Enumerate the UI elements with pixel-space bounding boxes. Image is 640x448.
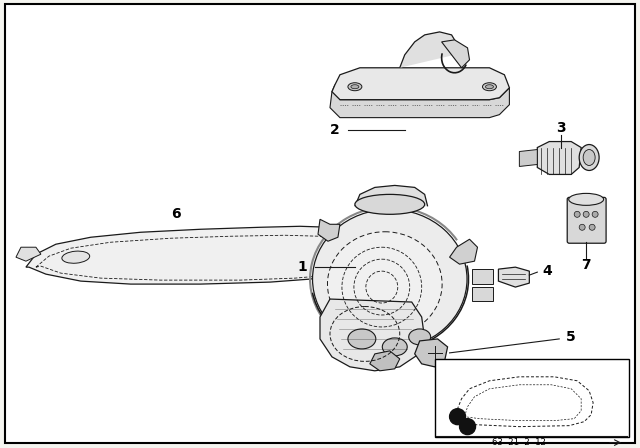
Polygon shape xyxy=(332,68,509,100)
Polygon shape xyxy=(318,220,340,241)
Ellipse shape xyxy=(348,83,362,90)
Polygon shape xyxy=(538,142,581,174)
Ellipse shape xyxy=(382,338,407,356)
Ellipse shape xyxy=(328,232,442,336)
Ellipse shape xyxy=(583,150,595,165)
Polygon shape xyxy=(370,351,400,371)
Polygon shape xyxy=(355,185,428,207)
Ellipse shape xyxy=(409,329,431,345)
Ellipse shape xyxy=(579,145,599,170)
Circle shape xyxy=(583,211,589,217)
Bar xyxy=(435,359,629,437)
Text: 4: 4 xyxy=(543,264,552,278)
Polygon shape xyxy=(330,85,509,118)
FancyBboxPatch shape xyxy=(472,269,493,284)
Text: 63 21 2 12: 63 21 2 12 xyxy=(493,438,547,447)
Ellipse shape xyxy=(486,85,493,89)
FancyBboxPatch shape xyxy=(567,198,606,243)
Polygon shape xyxy=(520,150,538,167)
Text: 5: 5 xyxy=(566,330,576,344)
Ellipse shape xyxy=(62,251,90,263)
Text: 2: 2 xyxy=(330,123,340,137)
Ellipse shape xyxy=(483,83,497,90)
FancyBboxPatch shape xyxy=(472,287,493,301)
Polygon shape xyxy=(26,226,363,284)
Text: 3: 3 xyxy=(556,121,566,134)
Polygon shape xyxy=(16,247,41,261)
Polygon shape xyxy=(400,32,458,68)
Polygon shape xyxy=(449,239,477,264)
Ellipse shape xyxy=(569,194,604,205)
Ellipse shape xyxy=(351,85,359,89)
Text: 7: 7 xyxy=(581,258,591,272)
Circle shape xyxy=(579,224,585,230)
Polygon shape xyxy=(499,267,529,287)
Circle shape xyxy=(589,224,595,230)
Circle shape xyxy=(460,419,476,435)
Ellipse shape xyxy=(348,329,376,349)
Text: 6: 6 xyxy=(171,207,180,221)
Circle shape xyxy=(574,211,580,217)
Polygon shape xyxy=(442,40,470,68)
Circle shape xyxy=(449,409,465,425)
Text: 1: 1 xyxy=(297,260,307,274)
Ellipse shape xyxy=(355,194,425,214)
Circle shape xyxy=(592,211,598,217)
Polygon shape xyxy=(320,299,425,371)
Ellipse shape xyxy=(312,209,467,349)
Polygon shape xyxy=(415,339,447,367)
